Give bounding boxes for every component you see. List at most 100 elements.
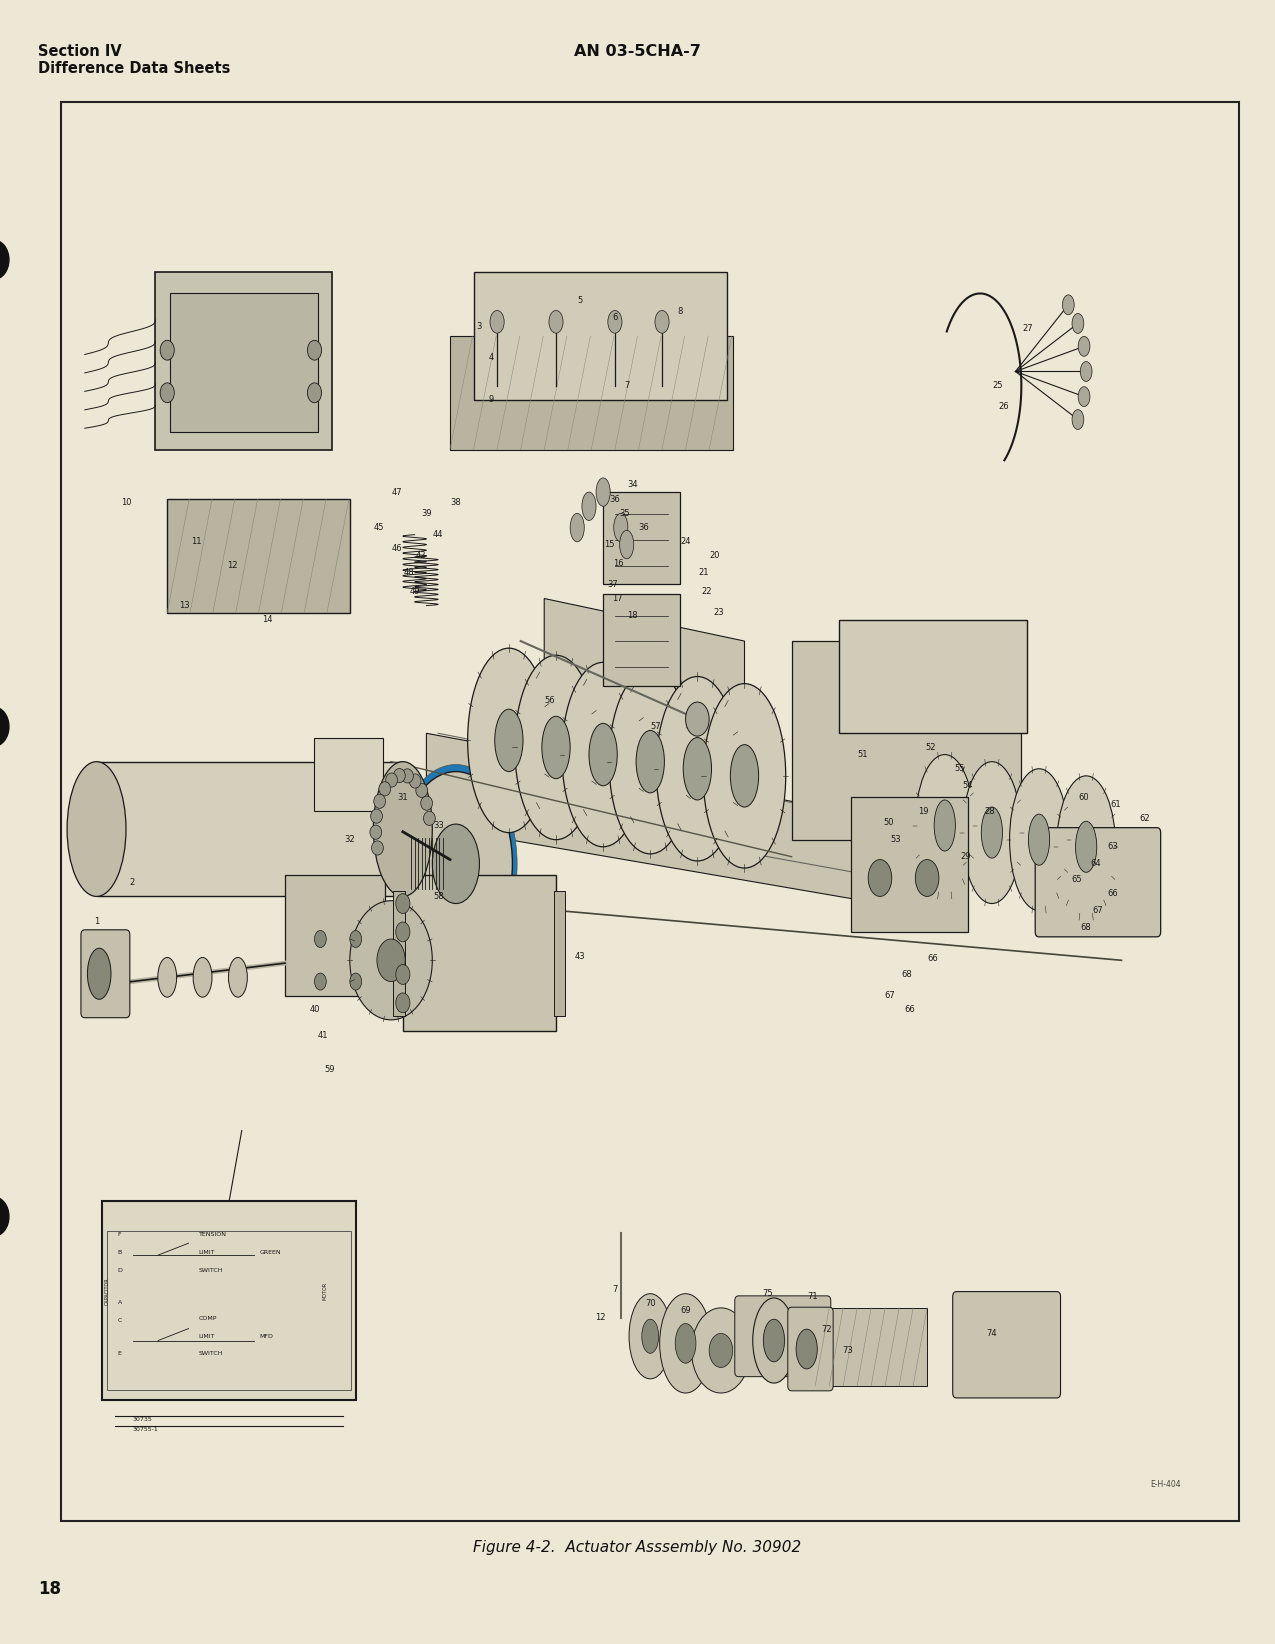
Text: 41: 41: [317, 1031, 328, 1041]
Text: 47: 47: [391, 488, 403, 496]
Bar: [170, 294, 317, 432]
Text: MFD: MFD: [260, 1333, 273, 1338]
Text: 25: 25: [992, 381, 1003, 390]
Text: 36: 36: [638, 523, 649, 533]
Bar: [792, 641, 1021, 840]
Ellipse shape: [315, 931, 326, 947]
Text: 9: 9: [488, 395, 493, 404]
Text: 18: 18: [38, 1580, 61, 1598]
Text: 46: 46: [391, 544, 403, 554]
Ellipse shape: [982, 807, 1002, 858]
Text: 17: 17: [612, 593, 622, 603]
Ellipse shape: [402, 769, 413, 783]
Text: 71: 71: [807, 1292, 819, 1300]
Bar: [394, 891, 405, 1016]
Ellipse shape: [432, 824, 479, 904]
FancyBboxPatch shape: [952, 1292, 1061, 1397]
Text: 42: 42: [416, 551, 426, 561]
Ellipse shape: [659, 1294, 711, 1392]
Ellipse shape: [935, 801, 955, 852]
FancyBboxPatch shape: [1035, 827, 1160, 937]
Ellipse shape: [589, 723, 617, 786]
Text: 24: 24: [681, 538, 691, 546]
Ellipse shape: [1057, 776, 1116, 917]
Text: 2: 2: [129, 878, 134, 886]
Ellipse shape: [752, 1299, 796, 1383]
Text: 3: 3: [477, 322, 482, 330]
Text: 64: 64: [1090, 860, 1100, 868]
Ellipse shape: [370, 825, 381, 840]
Ellipse shape: [468, 648, 550, 832]
Ellipse shape: [395, 965, 411, 985]
Text: 27: 27: [1023, 324, 1033, 334]
Text: 29: 29: [961, 852, 972, 861]
Bar: [403, 875, 556, 1031]
Ellipse shape: [423, 810, 435, 825]
Ellipse shape: [570, 513, 584, 543]
Text: 38: 38: [450, 498, 462, 506]
Text: 72: 72: [821, 1325, 833, 1333]
Text: 31: 31: [398, 792, 408, 802]
Ellipse shape: [764, 1318, 784, 1361]
Polygon shape: [426, 733, 922, 911]
Text: 1: 1: [94, 917, 99, 927]
Text: 63: 63: [1108, 842, 1118, 852]
Bar: [102, 1202, 356, 1401]
Text: E: E: [117, 1351, 121, 1356]
Ellipse shape: [416, 783, 427, 797]
Text: SWITCH: SWITCH: [199, 1268, 223, 1272]
Ellipse shape: [609, 669, 691, 853]
Bar: [450, 335, 733, 449]
Text: 43: 43: [574, 952, 585, 960]
Ellipse shape: [683, 738, 711, 801]
Text: 58: 58: [434, 893, 444, 901]
Text: 12: 12: [227, 561, 237, 570]
Ellipse shape: [395, 922, 411, 942]
Ellipse shape: [374, 761, 432, 896]
Bar: [97, 761, 403, 896]
Text: E-H-404: E-H-404: [1150, 1481, 1181, 1489]
FancyBboxPatch shape: [80, 931, 130, 1018]
Text: 55: 55: [955, 764, 965, 773]
Ellipse shape: [349, 931, 362, 947]
Ellipse shape: [193, 957, 212, 998]
Ellipse shape: [228, 957, 247, 998]
Ellipse shape: [1072, 409, 1084, 429]
Ellipse shape: [595, 478, 611, 506]
Text: TENSION: TENSION: [199, 1233, 227, 1238]
Ellipse shape: [1072, 314, 1084, 334]
Text: 14: 14: [263, 615, 273, 625]
Ellipse shape: [1010, 769, 1068, 911]
FancyBboxPatch shape: [788, 1307, 833, 1391]
Ellipse shape: [613, 513, 627, 543]
Text: 39: 39: [421, 510, 432, 518]
Ellipse shape: [68, 761, 126, 896]
Ellipse shape: [349, 901, 432, 1019]
Text: 8: 8: [677, 307, 682, 316]
Text: 32: 32: [344, 835, 356, 843]
Text: 61: 61: [1111, 799, 1121, 809]
Circle shape: [0, 240, 9, 279]
Text: 59: 59: [325, 1065, 335, 1074]
Ellipse shape: [686, 702, 709, 737]
Ellipse shape: [421, 796, 432, 810]
Bar: [815, 1309, 927, 1386]
Text: 68: 68: [1081, 924, 1091, 932]
Text: Section IV: Section IV: [38, 44, 122, 59]
Text: 68: 68: [901, 970, 913, 978]
Text: 75: 75: [762, 1289, 774, 1299]
Ellipse shape: [709, 1333, 733, 1368]
Circle shape: [0, 1197, 9, 1236]
Text: D: D: [117, 1268, 122, 1272]
Ellipse shape: [495, 709, 523, 771]
Bar: [286, 875, 385, 996]
Text: 66: 66: [1108, 889, 1118, 898]
Text: 54: 54: [961, 781, 973, 791]
Text: 20: 20: [710, 551, 720, 561]
Text: 11: 11: [191, 538, 201, 546]
Ellipse shape: [629, 1294, 672, 1379]
Text: 10: 10: [121, 498, 131, 506]
Bar: [839, 620, 1028, 733]
Text: COMP: COMP: [199, 1315, 217, 1320]
Bar: [315, 738, 382, 812]
